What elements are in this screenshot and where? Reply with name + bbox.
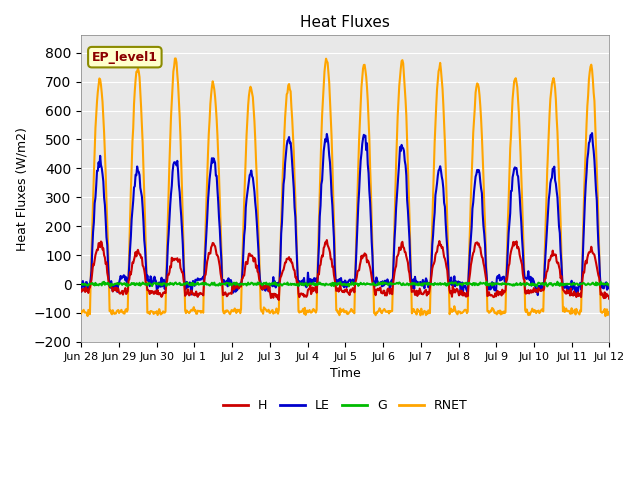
LE	[433, 180, 441, 186]
RNET	[602, 313, 609, 319]
Legend: H, LE, G, RNET: H, LE, G, RNET	[218, 394, 473, 417]
Line: RNET: RNET	[81, 59, 640, 316]
Title: Heat Fluxes: Heat Fluxes	[300, 15, 390, 30]
LE	[450, 282, 458, 288]
H	[233, 281, 241, 287]
RNET	[88, 249, 95, 254]
G	[204, 282, 212, 288]
G	[106, 284, 114, 289]
Line: H: H	[81, 240, 640, 300]
G	[234, 281, 242, 287]
LE	[204, 216, 211, 221]
G	[88, 281, 95, 287]
H	[435, 242, 442, 248]
RNET	[146, 311, 154, 317]
RNET	[172, 56, 180, 61]
LE	[146, 283, 154, 289]
G	[147, 281, 154, 287]
H	[323, 237, 331, 243]
LE	[588, 130, 596, 136]
RNET	[434, 77, 442, 83]
G	[451, 280, 458, 286]
H	[77, 288, 85, 294]
Line: LE: LE	[81, 133, 640, 295]
H	[275, 297, 283, 303]
LE	[77, 288, 85, 294]
RNET	[451, 303, 458, 309]
LE	[233, 288, 241, 293]
LE	[88, 268, 95, 274]
H	[88, 276, 95, 282]
Line: G: G	[81, 282, 640, 287]
Text: EP_level1: EP_level1	[92, 51, 158, 64]
H	[204, 258, 211, 264]
G	[434, 281, 442, 287]
H	[451, 289, 459, 295]
Y-axis label: Heat Fluxes (W/m2): Heat Fluxes (W/m2)	[15, 127, 28, 251]
X-axis label: Time: Time	[330, 367, 361, 380]
RNET	[234, 309, 242, 314]
LE	[534, 292, 541, 298]
G	[483, 279, 490, 285]
RNET	[77, 311, 85, 316]
H	[146, 291, 154, 297]
RNET	[204, 151, 212, 156]
G	[77, 281, 85, 287]
